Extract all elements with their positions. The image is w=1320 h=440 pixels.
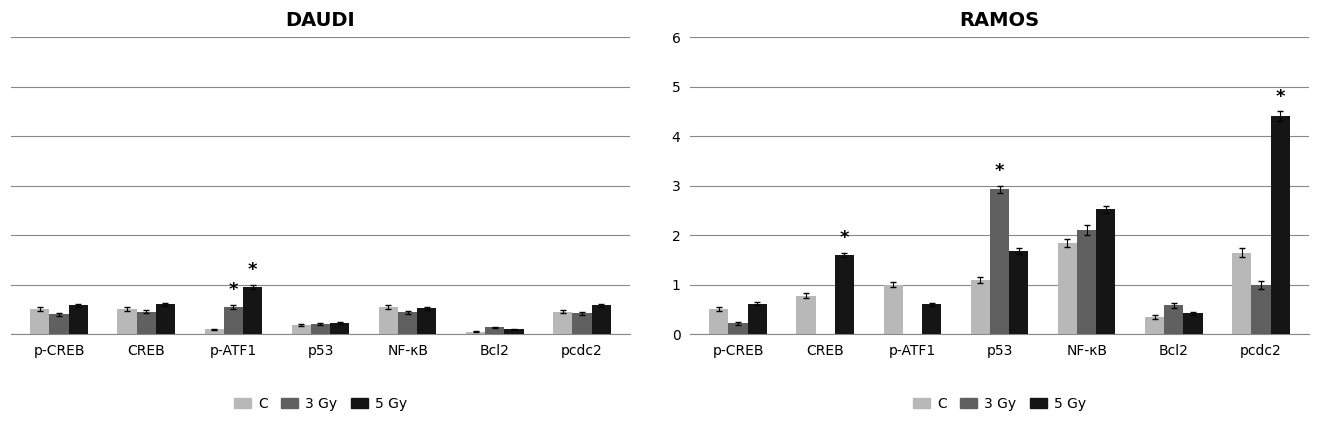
Bar (1232, 253, 1251, 334)
Text: *: * (840, 229, 849, 246)
Bar (330, 323, 350, 334)
Bar (1057, 242, 1077, 334)
Bar (1144, 317, 1164, 334)
Bar (573, 313, 591, 334)
Bar (466, 332, 486, 334)
Bar (205, 329, 224, 334)
Bar (136, 312, 156, 334)
Bar (1008, 251, 1028, 334)
Text: *: * (1275, 88, 1284, 106)
Bar (399, 312, 417, 334)
Bar (292, 325, 312, 334)
Bar (312, 324, 330, 334)
Bar (883, 285, 903, 334)
Bar (921, 304, 941, 334)
Bar (970, 280, 990, 334)
Bar (1184, 313, 1203, 334)
Legend: C, 3 Gy, 5 Gy: C, 3 Gy, 5 Gy (908, 391, 1092, 416)
Bar (834, 255, 854, 334)
Bar (553, 312, 573, 334)
Bar (49, 315, 69, 334)
Bar (156, 304, 176, 334)
Bar (1164, 305, 1184, 334)
Bar (729, 323, 747, 334)
Bar (591, 305, 611, 334)
Title: DAUDI: DAUDI (285, 11, 355, 30)
Bar (69, 305, 88, 334)
Bar (990, 189, 1008, 334)
Text: *: * (995, 162, 1005, 180)
Bar (1096, 209, 1115, 334)
Bar (1271, 117, 1290, 334)
Bar (243, 287, 263, 334)
Text: *: * (248, 261, 257, 279)
Bar (796, 296, 816, 334)
Bar (486, 327, 504, 334)
Text: *: * (228, 281, 238, 299)
Bar (504, 329, 524, 334)
Bar (1077, 230, 1096, 334)
Legend: C, 3 Gy, 5 Gy: C, 3 Gy, 5 Gy (228, 391, 412, 416)
Bar (379, 307, 399, 334)
Bar (417, 308, 437, 334)
Title: RAMOS: RAMOS (960, 11, 1040, 30)
Bar (224, 307, 243, 334)
Bar (30, 309, 49, 334)
Bar (1251, 285, 1271, 334)
Bar (709, 309, 729, 334)
Bar (117, 309, 136, 334)
Bar (747, 304, 767, 334)
